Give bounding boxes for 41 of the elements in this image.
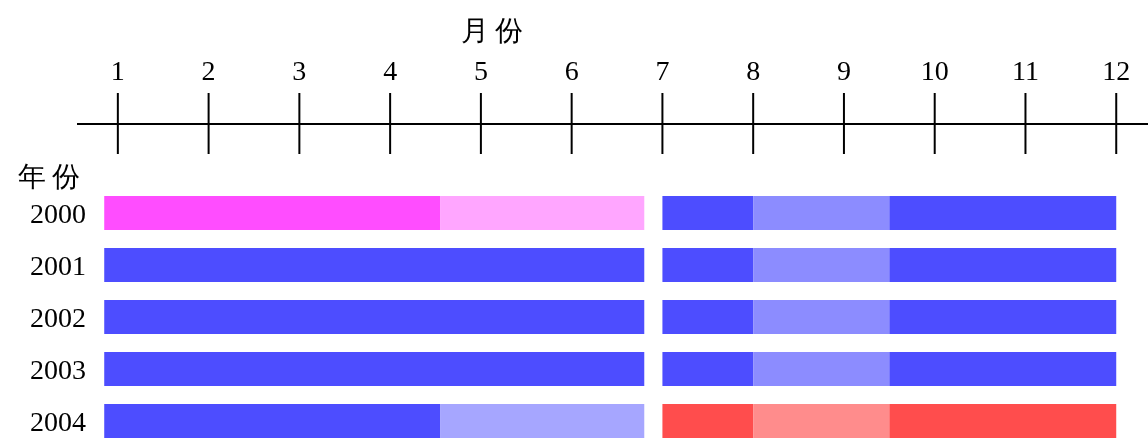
bar — [662, 352, 754, 386]
bar — [104, 196, 441, 230]
x-tick-label: 4 — [383, 55, 398, 86]
bar — [889, 404, 1117, 438]
x-tick-label: 1 — [110, 55, 125, 86]
y-axis-title: 年份 — [18, 161, 86, 192]
bar — [440, 196, 645, 230]
x-tick-label: 12 — [1102, 55, 1131, 86]
y-tick-label: 2001 — [30, 250, 86, 281]
bar — [440, 404, 645, 438]
bar — [753, 196, 890, 230]
y-tick-label: 2002 — [30, 302, 86, 333]
x-axis-title: 月份 — [460, 15, 529, 46]
bar — [889, 248, 1117, 282]
x-tick-label: 11 — [1011, 55, 1039, 86]
bar — [662, 404, 754, 438]
x-tick-label: 5 — [473, 55, 488, 86]
bar — [104, 352, 645, 386]
x-tick-label: 7 — [655, 55, 670, 86]
x-tick-label: 10 — [920, 55, 949, 86]
bar — [662, 248, 754, 282]
x-tick-label: 2 — [201, 55, 216, 86]
bar — [753, 404, 890, 438]
bar — [104, 404, 441, 438]
x-tick-label: 3 — [292, 55, 307, 86]
bar — [662, 300, 754, 334]
y-tick-label: 2004 — [30, 406, 86, 437]
bar — [104, 300, 645, 334]
x-tick-label: 8 — [746, 55, 761, 86]
bar — [104, 248, 645, 282]
bar — [889, 196, 1117, 230]
bar — [889, 300, 1117, 334]
x-tick-label: 6 — [564, 55, 579, 86]
bar — [753, 248, 890, 282]
y-tick-label: 2000 — [30, 198, 86, 229]
bar — [753, 352, 890, 386]
bar — [889, 352, 1117, 386]
bar — [662, 196, 754, 230]
bar — [753, 300, 890, 334]
y-tick-label: 2003 — [30, 354, 86, 385]
x-tick-label: 9 — [836, 55, 851, 86]
